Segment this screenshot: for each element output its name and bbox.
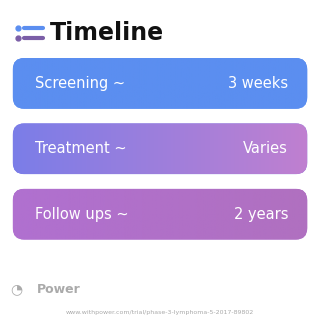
Text: 3 weeks: 3 weeks <box>228 76 288 91</box>
FancyBboxPatch shape <box>13 189 307 239</box>
FancyBboxPatch shape <box>13 123 307 174</box>
Text: Screening ~: Screening ~ <box>35 76 125 91</box>
Text: Timeline: Timeline <box>50 21 164 45</box>
Text: Power: Power <box>37 283 81 296</box>
Text: ◔: ◔ <box>10 283 22 296</box>
Text: Treatment ~: Treatment ~ <box>35 141 127 156</box>
FancyBboxPatch shape <box>13 58 307 109</box>
Text: Follow ups ~: Follow ups ~ <box>35 207 129 222</box>
Text: Varies: Varies <box>243 141 288 156</box>
Text: 2 years: 2 years <box>234 207 288 222</box>
Text: www.withpower.com/trial/phase-3-lymphoma-5-2017-89802: www.withpower.com/trial/phase-3-lymphoma… <box>66 310 254 315</box>
